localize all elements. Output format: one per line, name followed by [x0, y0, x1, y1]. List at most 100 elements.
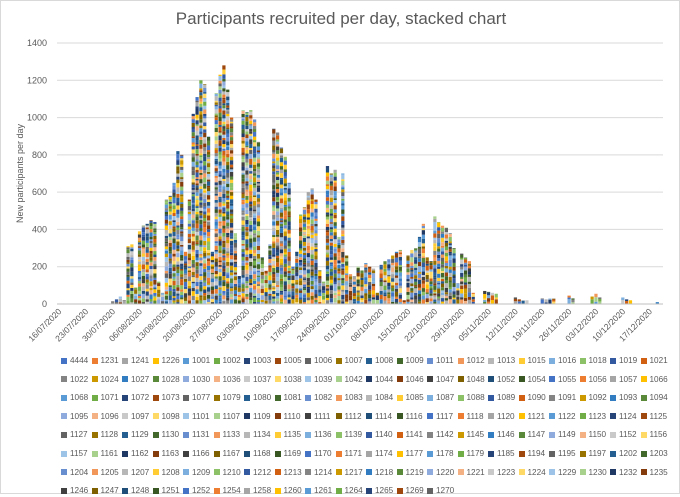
legend-swatch [427, 376, 433, 383]
bar-segment [253, 267, 257, 272]
legend-entry: 1018 [579, 355, 607, 367]
bar-segment [153, 233, 157, 236]
bar-segment [180, 154, 184, 156]
bar-segment [214, 165, 218, 169]
bar-segment [333, 277, 337, 282]
bar-segment [329, 194, 333, 198]
bar-segment [164, 250, 168, 254]
bar-segment [253, 164, 257, 169]
bar-segment [195, 97, 199, 101]
bar-segment [226, 261, 230, 266]
bar-segment [229, 192, 234, 196]
bar-segment [206, 157, 211, 160]
bar-segment [333, 264, 337, 268]
bar-segment [245, 153, 249, 157]
bar-segment [191, 204, 195, 209]
bar-segment [325, 290, 330, 295]
legend-entry: 1205 [91, 467, 119, 479]
bar-segment [214, 221, 218, 226]
bar-segment [414, 263, 418, 268]
bar-segment [276, 255, 280, 258]
bar-segment [134, 293, 138, 296]
bar-segment [176, 264, 180, 267]
stacked-bar [437, 221, 441, 304]
bar-segment [272, 150, 276, 152]
bar-segment [276, 292, 280, 296]
bar-segment [206, 274, 211, 278]
legend-entry: 1235 [640, 467, 668, 479]
bar-segment [306, 285, 310, 287]
bar-segment [137, 244, 142, 247]
bar-segment [249, 270, 253, 275]
bar-segment [283, 225, 287, 229]
bar-segment [268, 284, 272, 288]
bar-segment [222, 94, 226, 98]
stacked-bar [375, 292, 379, 304]
bar-segment [137, 254, 142, 257]
bar-segment [433, 291, 437, 294]
bar-segment [203, 139, 207, 144]
legend-swatch [305, 413, 311, 420]
bar-segment [141, 269, 145, 273]
bar-segment [341, 209, 345, 214]
bar-segment [210, 262, 215, 265]
bar-segment [172, 205, 176, 210]
bar-segment [130, 248, 134, 252]
bar-segment [183, 293, 188, 298]
legend-entry: 1247 [91, 485, 119, 497]
bar-segment [256, 299, 261, 303]
bar-segment [145, 279, 149, 283]
bar-segment [417, 242, 422, 247]
bar-segment [153, 277, 157, 280]
bar-segment [463, 297, 468, 301]
bar-segment [164, 246, 168, 250]
bar-segment [279, 232, 284, 238]
legend-swatch [366, 394, 372, 401]
bar-segment [141, 253, 145, 257]
bar-segment [444, 288, 448, 293]
bar-segment [137, 298, 142, 301]
bar-segment [490, 292, 495, 296]
bar-segment [199, 230, 203, 236]
bar-segment [153, 284, 157, 288]
bar-segment [195, 172, 199, 178]
bar-segment [272, 205, 276, 208]
bar-segment [172, 278, 176, 281]
bar-segment [337, 275, 341, 279]
bar-segment [203, 156, 207, 162]
bar-segment [164, 238, 168, 242]
bar-segment [391, 262, 395, 266]
bar-segment [425, 265, 429, 271]
bar-segment [191, 170, 195, 175]
bar-segment [333, 182, 337, 187]
legend-entry: 1264 [335, 485, 363, 497]
bar-segment [134, 295, 138, 300]
legend-swatch [244, 357, 250, 364]
bar-segment [272, 207, 276, 212]
legend-swatch [579, 431, 586, 438]
bar-segment [245, 239, 249, 244]
bar-segment [191, 227, 195, 231]
bar-segment [149, 257, 153, 261]
bar-segment [222, 85, 226, 89]
bar-segment [199, 280, 203, 282]
bar-segment [276, 146, 280, 151]
bar-segment [195, 109, 199, 115]
bar-segment [172, 199, 176, 204]
bar-segment [233, 247, 238, 251]
bar-segment [371, 270, 376, 274]
bar-segment [452, 248, 456, 249]
bar-segment [199, 88, 203, 91]
bar-segment [237, 291, 241, 295]
legend-entry: 1208 [152, 467, 180, 479]
bar-segment [256, 284, 261, 286]
bar-segment [283, 215, 287, 220]
bar-segment [126, 266, 130, 269]
bar-segment [245, 116, 249, 122]
bar-segment [256, 241, 261, 246]
bar-segment [306, 273, 310, 278]
bar-segment [199, 218, 203, 220]
stacked-bar [314, 199, 318, 304]
bar-segment [302, 222, 307, 224]
legend-swatch [274, 413, 281, 420]
